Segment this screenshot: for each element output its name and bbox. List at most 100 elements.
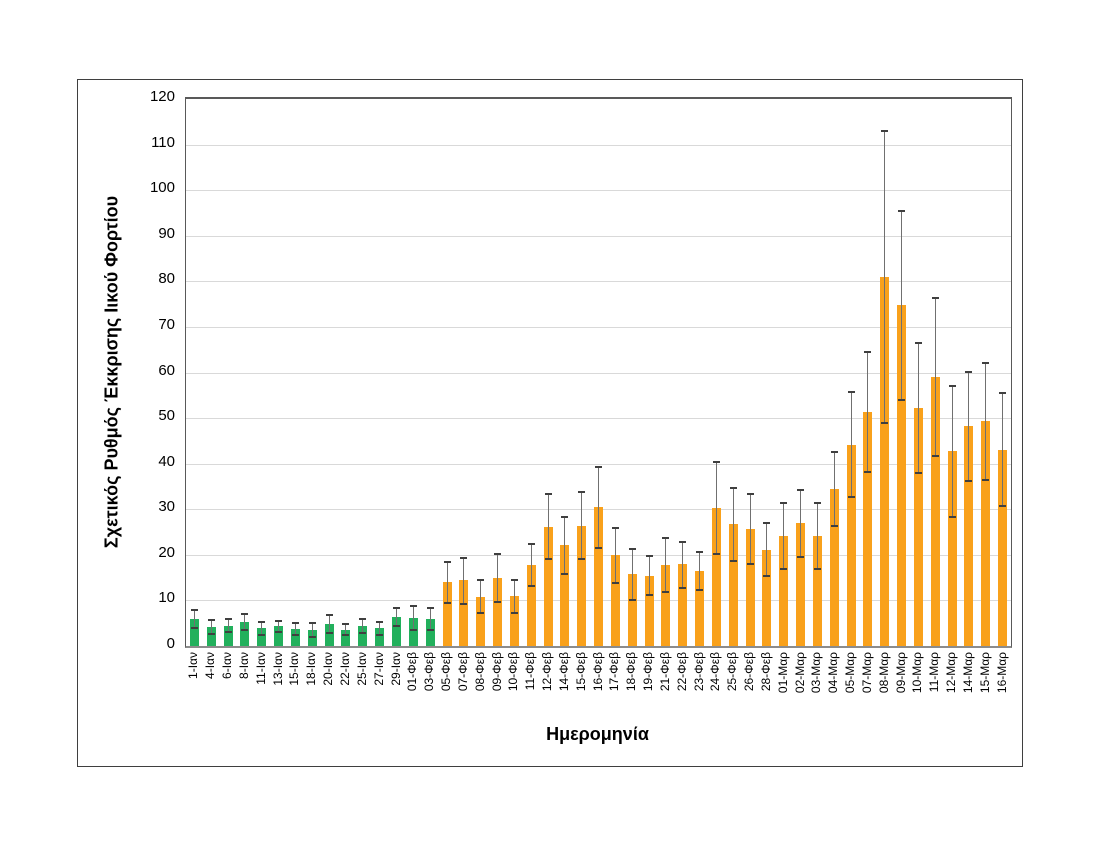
x-tick-label: 18-Ιαν — [304, 652, 319, 686]
error-bar-line — [1002, 393, 1004, 506]
bar-17-Φεβ — [610, 555, 620, 646]
bar-01-Μαρ — [779, 536, 789, 646]
error-bar-line — [412, 606, 414, 630]
gridline — [186, 463, 1011, 465]
x-tick-label: 11-Φεβ — [523, 652, 538, 691]
error-bar-line — [699, 551, 700, 591]
error-bar-cap — [190, 626, 198, 629]
error-bar-cap — [881, 129, 889, 132]
x-tick-label: 23-Φεβ — [691, 652, 706, 692]
error-bar-cap — [780, 501, 788, 504]
error-bar-cap — [460, 556, 468, 559]
bar-08-Μαρ — [880, 276, 890, 646]
error-bar-cap — [460, 602, 468, 605]
error-bar-cap — [679, 540, 687, 543]
x-tick-label: 29-Ιαν — [388, 652, 403, 686]
error-bar-line — [749, 494, 751, 564]
error-bar-cap — [662, 537, 670, 539]
error-bar-cap — [544, 493, 552, 496]
error-bar-cap — [830, 450, 838, 453]
error-bar-cap — [510, 579, 518, 582]
error-bar-cap — [965, 371, 973, 373]
error-bar-line — [396, 608, 397, 626]
error-bar-line — [311, 623, 313, 637]
bar-26-Φεβ — [745, 529, 755, 646]
error-bar-cap — [931, 454, 939, 457]
x-tick-label: 20-Ιαν — [321, 652, 336, 686]
error-bar-cap — [746, 493, 754, 496]
error-bar-cap — [258, 620, 266, 623]
error-bar-cap — [342, 623, 350, 626]
error-bar-line — [682, 541, 684, 588]
bar-07-Μαρ — [863, 411, 873, 646]
bar-25-Ιαν — [358, 625, 368, 646]
error-bar-cap — [645, 554, 653, 557]
error-bar-line — [328, 615, 330, 634]
x-tick-label: 09-Μαρ — [893, 652, 908, 694]
y-tick-label: 40 — [158, 452, 175, 470]
error-bar-line — [345, 624, 347, 635]
y-tick-label: 110 — [151, 133, 175, 151]
x-tick-label: 11-Ιαν — [253, 652, 268, 685]
bar-27-Ιαν — [375, 628, 385, 646]
x-tick-label: 07-Μαρ — [859, 652, 874, 694]
x-tick-label: 08-Φεβ — [472, 652, 487, 692]
error-bar-line — [968, 372, 970, 481]
error-bar-line — [379, 621, 381, 635]
bar-16-Φεβ — [594, 507, 603, 646]
error-bar-cap — [965, 479, 973, 482]
error-bar-cap — [409, 605, 417, 608]
x-tick-label: 4-Ιαν — [203, 652, 218, 679]
bar-29-Ιαν — [392, 616, 401, 646]
y-tick-label: 10 — [158, 589, 175, 607]
bar-22-Φεβ — [678, 564, 688, 646]
gridline — [186, 372, 1011, 374]
error-bar-line — [783, 502, 785, 570]
error-bar-cap — [275, 619, 283, 622]
error-bar-cap — [578, 491, 586, 494]
error-bar-cap — [948, 385, 956, 388]
error-bar-cap — [797, 555, 804, 558]
x-tick-label: 05-Φεβ — [439, 652, 453, 692]
x-tick-label: 24-Φεβ — [708, 652, 723, 692]
error-bar-cap — [645, 594, 653, 597]
error-bar-cap — [426, 607, 434, 610]
x-tick-label: 03-Μαρ — [809, 652, 824, 694]
bar-15-Ιαν — [290, 629, 300, 646]
error-bar-line — [648, 555, 650, 596]
x-tick-label: 09-Φεβ — [489, 652, 504, 692]
error-bar-cap — [578, 557, 586, 560]
error-bar-cap — [291, 622, 299, 625]
error-bar-line — [581, 492, 583, 559]
error-bar-cap — [409, 629, 417, 631]
x-tick-label: 25-Φεβ — [725, 652, 740, 692]
error-bar-line — [598, 467, 599, 548]
x-tick-label: 12-Φεβ — [540, 652, 554, 692]
bar-4-Ιαν — [206, 626, 216, 646]
error-bar-cap — [224, 631, 232, 634]
error-bar-cap — [308, 622, 316, 625]
error-bar-cap — [847, 496, 855, 499]
bar-23-Φεβ — [695, 571, 704, 646]
error-bar-cap — [291, 634, 299, 637]
error-bar-cap — [611, 527, 619, 530]
error-bar-cap — [628, 599, 636, 602]
bar-15-Φεβ — [577, 525, 587, 646]
bar-18-Ιαν — [307, 630, 317, 646]
plot-area — [185, 97, 1012, 648]
error-bar-line — [715, 461, 717, 555]
y-tick-label: 0 — [166, 635, 175, 652]
x-tick-label: 28-Φεβ — [758, 652, 773, 692]
error-bar-cap — [494, 600, 501, 603]
x-tick-label: 25-Ιαν — [354, 652, 369, 686]
error-bar-cap — [763, 575, 771, 578]
error-bar-cap — [948, 515, 956, 518]
error-bar-cap — [527, 585, 535, 588]
error-bar-cap — [325, 632, 333, 635]
error-bar-cap — [847, 390, 855, 393]
error-bar-cap — [999, 392, 1007, 394]
error-bar-line — [816, 502, 818, 570]
gridline — [186, 144, 1011, 146]
error-bar-line — [901, 210, 903, 400]
error-bar-cap — [982, 479, 990, 482]
